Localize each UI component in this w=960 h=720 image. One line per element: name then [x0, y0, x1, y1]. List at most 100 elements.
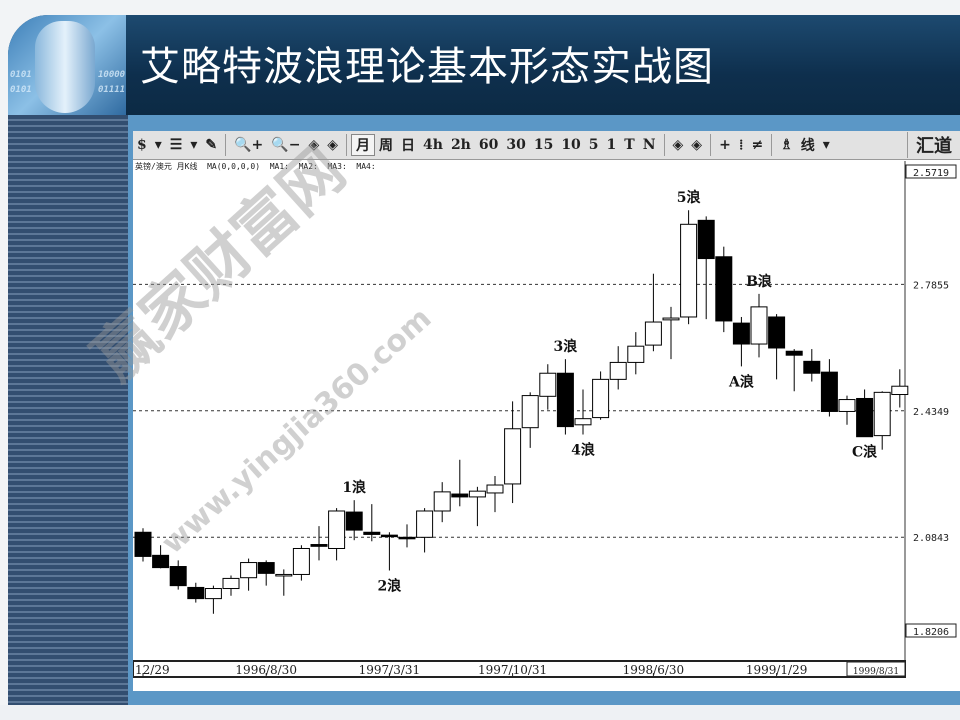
toolbar-button-19[interactable]: 1 — [606, 137, 617, 153]
bull-candle — [204, 588, 222, 600]
toolbar-button-23[interactable]: ◈ — [691, 137, 703, 153]
price-label: 2.7855 — [913, 280, 949, 291]
toolbar-separator — [663, 134, 665, 156]
toolbar-button-20[interactable]: T — [624, 137, 635, 153]
toolbar-button-29[interactable]: ▾ — [822, 137, 830, 153]
chart-info-line: 英镑/澳元 月K线 MA(0,0,0,0) MA1: MA2: MA3: MA4… — [135, 162, 376, 171]
toolbar-button-26[interactable]: ≠ — [751, 137, 764, 153]
time-label: 1996/8/30 — [235, 663, 297, 677]
bear-candle — [785, 350, 803, 356]
toolbar-button-12[interactable]: 4h — [423, 137, 443, 153]
bull-candle — [592, 378, 610, 419]
time-label-box — [846, 661, 906, 677]
bear-candle — [820, 371, 838, 412]
mouse-image: 0101 10000 0101 01111 — [8, 15, 126, 115]
toolbar-button-21[interactable]: N — [642, 137, 656, 153]
toolbar-button-9[interactable]: 月 — [351, 134, 376, 156]
time-label: 1999/1/29 — [746, 663, 808, 677]
bear-candle — [768, 316, 786, 349]
bear-candle — [169, 566, 187, 587]
time-label: 1997/10/31 — [478, 663, 547, 677]
wave-label: 3浪 — [554, 338, 578, 355]
toolbar-button-24[interactable]: + — [719, 137, 731, 153]
bull-candle — [627, 345, 645, 363]
toolbar-button-25[interactable]: ⁞ — [738, 136, 744, 153]
price-label: 2.0843 — [913, 533, 949, 544]
bull-candle — [644, 321, 662, 346]
time-label: 12/29 — [135, 663, 170, 677]
bear-candle — [697, 219, 715, 260]
bear-candle — [715, 256, 733, 322]
toolbar-button-5[interactable]: 🔍+ — [234, 137, 264, 153]
time-label: 1998/6/30 — [623, 663, 685, 677]
bull-candle — [521, 395, 539, 429]
bull-candle — [891, 385, 909, 396]
bull-candle — [873, 391, 891, 437]
toolbar-button-11[interactable]: 日 — [401, 138, 416, 154]
bear-candle — [134, 531, 152, 557]
time-label: 1999/8/31 — [853, 667, 899, 677]
bull-candle — [292, 547, 310, 575]
toolbar-button-28[interactable]: 线 — [800, 138, 815, 154]
bear-candle — [257, 562, 275, 574]
bear-candle — [363, 531, 381, 535]
bull-candle — [222, 577, 240, 590]
bear-candle — [803, 360, 821, 374]
toolbar-button-14[interactable]: 60 — [478, 137, 499, 153]
wave-label: 5浪 — [677, 189, 701, 206]
toolbar-button-16[interactable]: 15 — [533, 137, 554, 153]
chart-window: $ ▾ ☰ ▾ ✎ 🔍+ 🔍− ◈ ◈ 月周日 4h 2h 60 30 15 10 5 1 T N ◈ ◈ + ⁞ ≠ ♗ 线 ▾ 汇道… — [133, 131, 960, 691]
binary-decoration: 10000 — [98, 70, 126, 80]
price-label: 2.5719 — [913, 168, 949, 179]
bull-candle — [662, 317, 680, 321]
binary-decoration: 0101 — [10, 70, 32, 80]
wave-label: 1浪 — [342, 479, 366, 496]
bull-candle — [609, 361, 627, 380]
bull-candle — [240, 562, 258, 579]
price-label-box — [905, 623, 957, 638]
bear-candle — [152, 554, 170, 569]
price-label: 2.4349 — [913, 407, 949, 418]
toolbar-button-18[interactable]: 5 — [588, 137, 599, 153]
bull-candle — [680, 223, 698, 318]
bear-candle — [556, 372, 574, 428]
price-label-box — [905, 164, 957, 179]
toolbar-separator — [710, 134, 712, 156]
binary-decoration: 0101 — [10, 85, 32, 95]
toolbar-button-2[interactable]: ☰ — [169, 137, 183, 153]
toolbar-separator — [225, 134, 227, 156]
bear-candle — [187, 586, 205, 600]
bull-candle — [539, 372, 557, 397]
bull-candle — [433, 491, 451, 512]
toolbar-button-22[interactable]: ◈ — [672, 137, 684, 153]
toolbar-button-6[interactable]: 🔍− — [271, 137, 301, 153]
toolbar-button-27[interactable]: ♗ — [780, 137, 793, 153]
toolbar-button-10[interactable]: 周 — [379, 138, 394, 154]
toolbar-button-7[interactable]: ◈ — [308, 137, 320, 153]
toolbar-button-4[interactable]: ✎ — [205, 137, 218, 153]
toolbar-button-0[interactable]: $ — [137, 137, 147, 153]
toolbar-button-13[interactable]: 2h — [450, 137, 471, 153]
candlestick-chart[interactable]: 2.5719 2.7855 2.4349 2.0843 1.8206 1浪 2浪 3浪 4浪 5浪… — [133, 131, 960, 691]
bear-candle — [451, 493, 469, 498]
wave-label: 4浪 — [571, 442, 595, 459]
toolbar-separator — [346, 134, 348, 156]
bull-candle — [504, 428, 522, 485]
toolbar-button-3[interactable]: ▾ — [190, 137, 198, 153]
bull-candle — [838, 399, 856, 412]
bull-candle — [574, 418, 592, 426]
bull-candle — [328, 510, 346, 549]
toolbar-button-17[interactable]: 10 — [561, 137, 581, 153]
bear-candle — [398, 536, 416, 540]
bear-candle — [732, 322, 750, 345]
binary-decoration: 01111 — [98, 85, 126, 95]
toolbar-button-15[interactable]: 30 — [506, 137, 526, 153]
bull-candle — [486, 484, 504, 494]
bear-candle — [345, 511, 363, 531]
toolbar-button-1[interactable]: ▾ — [154, 137, 162, 153]
wave-label: B浪 — [746, 273, 772, 290]
toolbar-separator — [771, 134, 773, 156]
footer-strip — [0, 705, 960, 720]
toolbar-button-8[interactable]: ◈ — [327, 137, 339, 153]
bull-candle — [275, 573, 293, 577]
